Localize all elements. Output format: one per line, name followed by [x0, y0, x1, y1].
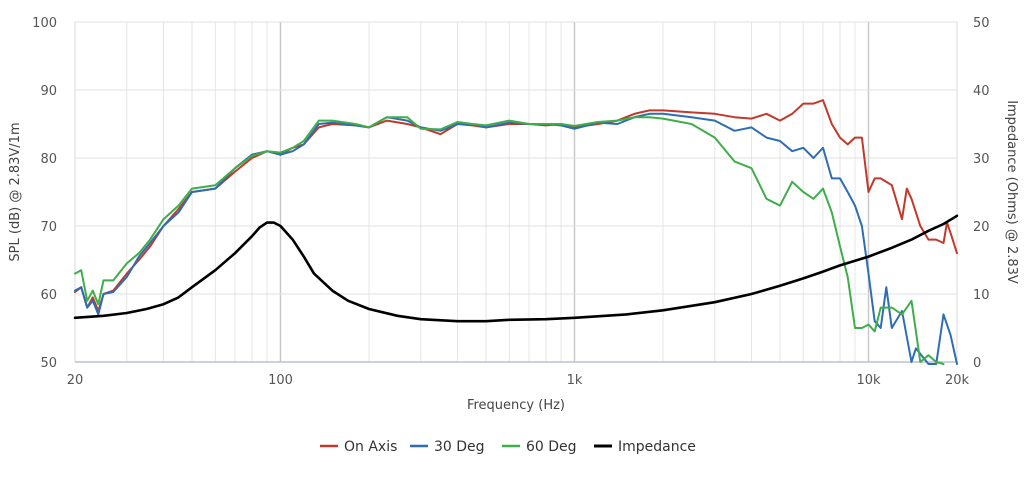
legend-label: 30 Deg: [434, 439, 485, 455]
legend-label: Impedance: [618, 439, 696, 455]
x-tick-label: 20: [67, 373, 84, 388]
series-line-60-deg: [74, 116, 945, 365]
y2-tick-label: 50: [973, 16, 990, 31]
legend-item-60-deg[interactable]: 60 Deg: [502, 439, 577, 455]
y-tick-label: 90: [40, 84, 57, 99]
x-tick-label: 20k: [945, 373, 970, 388]
legend: On Axis 30 Deg 60 Deg Impedance: [320, 439, 696, 455]
x-tick-label: 1k: [567, 373, 583, 388]
x-tick-label: 100: [268, 373, 293, 388]
series-line-30-deg: [74, 112, 958, 365]
legend-item-on-axis[interactable]: On Axis: [320, 439, 397, 455]
legend-label: On Axis: [344, 439, 397, 455]
y-tick-label: 60: [40, 288, 57, 303]
y-tick-label: 70: [40, 220, 57, 235]
x-tick-label: 10k: [856, 373, 881, 388]
y-tick-label: 80: [40, 152, 57, 167]
y2-tick-label: 0: [973, 356, 981, 371]
y2-tick-label: 20: [973, 220, 990, 235]
grid: [74, 21, 958, 363]
y2-axis-title: Impedance (Ohms) @ 2.83V: [1004, 100, 1019, 284]
y-tick-label: 50: [40, 356, 57, 371]
y2-tick-label: 10: [973, 288, 990, 303]
x-axis-title: Frequency (Hz): [467, 398, 565, 413]
legend-item-impedance[interactable]: Impedance: [594, 439, 696, 455]
legend-item-30-deg[interactable]: 30 Deg: [410, 439, 485, 455]
y-axis-title: SPL (dB) @ 2.83V/1m: [8, 122, 23, 261]
series-line-impedance: [73, 214, 959, 323]
y2-tick-label: 30: [973, 152, 990, 167]
series-lines: [73, 99, 959, 365]
legend-label: 60 Deg: [526, 439, 577, 455]
series-line-on-axis: [74, 99, 958, 312]
axes: 20 100 1k 10k 20k 50 60 70 80 90 100 0 10 20 30 40 50: [32, 16, 989, 388]
y2-tick-label: 40: [973, 84, 990, 99]
y-tick-label: 100: [32, 16, 57, 31]
